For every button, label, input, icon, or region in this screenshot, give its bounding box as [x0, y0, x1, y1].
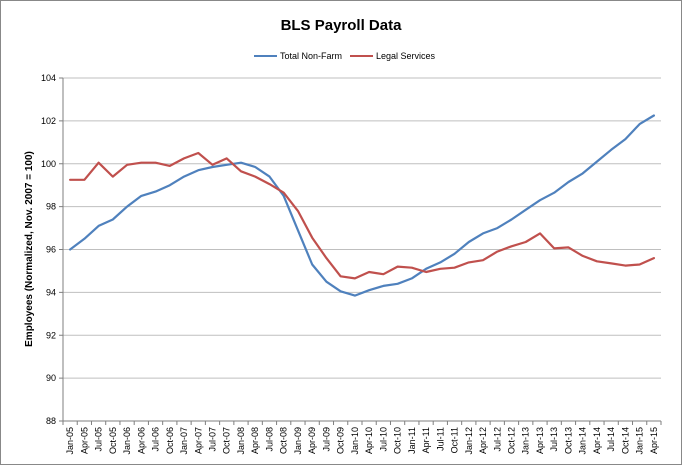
chart-title: BLS Payroll Data: [281, 17, 403, 34]
y-tick-label: 104: [41, 73, 56, 83]
y-tick-label: 88: [46, 416, 56, 426]
legend-label-total-non-farm: Total Non-Farm: [280, 51, 342, 61]
x-tick-label: Jul-09: [321, 427, 331, 452]
x-axis-ticks: Jan-05 Apr-05 Jul-05 Oct-05 Jan-06 Apr-06 Jul-…: [62, 421, 662, 455]
y-tick-label: 96: [46, 245, 56, 255]
x-tick-label: Jan-15: [635, 427, 645, 455]
x-tick-label: Jan-09: [293, 427, 303, 455]
y-axis-label: Employees (Normalized, Nov. 2007 = 100): [24, 151, 35, 347]
series-line-legal-services: [68, 151, 656, 280]
x-tick-label: Jan-13: [521, 427, 531, 455]
x-tick-label: Jul-11: [435, 427, 445, 451]
x-tick-label: Jul-08: [264, 427, 274, 452]
gridlines: [63, 77, 661, 379]
x-tick-label: Oct-06: [165, 427, 175, 454]
x-tick-label: Apr-14: [592, 427, 602, 454]
y-axis-ticks: 88 90 92 94 96 98 100 102 104: [41, 73, 63, 426]
x-tick-label: Jan-08: [236, 427, 246, 455]
x-tick-label: Apr-13: [535, 427, 545, 454]
x-tick-label: Oct-08: [279, 427, 289, 454]
x-tick-label: Jul-12: [492, 427, 502, 452]
series-lines: [68, 114, 656, 297]
x-tick-label: Oct-07: [222, 427, 232, 454]
x-tick-label: Jan-12: [464, 427, 474, 455]
series-line-total-non-farm: [68, 114, 656, 297]
x-tick-label: Apr-11: [421, 427, 431, 453]
x-tick-label: Jan-10: [350, 427, 360, 455]
x-tick-label: Jan-06: [122, 427, 132, 455]
x-tick-label: Apr-10: [364, 427, 374, 454]
x-tick-label: Jul-07: [208, 427, 218, 452]
y-tick-label: 98: [46, 202, 56, 212]
y-tick-label: 90: [46, 373, 56, 383]
y-tick-label: 94: [46, 287, 56, 297]
x-tick-label: Jan-07: [179, 427, 189, 455]
legend-label-legal-services: Legal Services: [376, 51, 436, 61]
y-tick-label: 92: [46, 330, 56, 340]
x-tick-label: Jul-05: [94, 427, 104, 452]
x-tick-label: Oct-11: [450, 427, 460, 453]
x-tick-label: Jan-14: [578, 427, 588, 455]
x-tick-label: Apr-09: [307, 427, 317, 454]
x-tick-label: Oct-05: [108, 427, 118, 454]
x-tick-label: Apr-05: [79, 427, 89, 454]
x-tick-label: Jul-10: [378, 427, 388, 452]
x-tick-label: Oct-13: [563, 427, 573, 454]
x-tick-label: Apr-08: [250, 427, 260, 454]
x-tick-label: Oct-12: [507, 427, 517, 454]
legend: Total Non-Farm Legal Services: [254, 51, 436, 61]
x-tick-label: Apr-07: [193, 427, 203, 454]
x-tick-label: Jan-11: [407, 427, 417, 454]
x-tick-label: Apr-12: [478, 427, 488, 454]
x-tick-label: Apr-15: [649, 427, 659, 454]
x-tick-label: Oct-14: [620, 427, 630, 454]
y-tick-label: 102: [41, 116, 56, 126]
x-tick-label: Jul-13: [549, 427, 559, 452]
x-tick-label: Oct-10: [393, 427, 403, 454]
x-tick-label: Oct-09: [336, 427, 346, 454]
x-tick-label: Apr-06: [136, 427, 146, 454]
x-tick-label: Jan-05: [65, 427, 75, 455]
x-tick-label: Jul-14: [606, 427, 616, 452]
x-tick-label: Jul-06: [151, 427, 161, 452]
y-tick-label: 100: [41, 159, 56, 169]
